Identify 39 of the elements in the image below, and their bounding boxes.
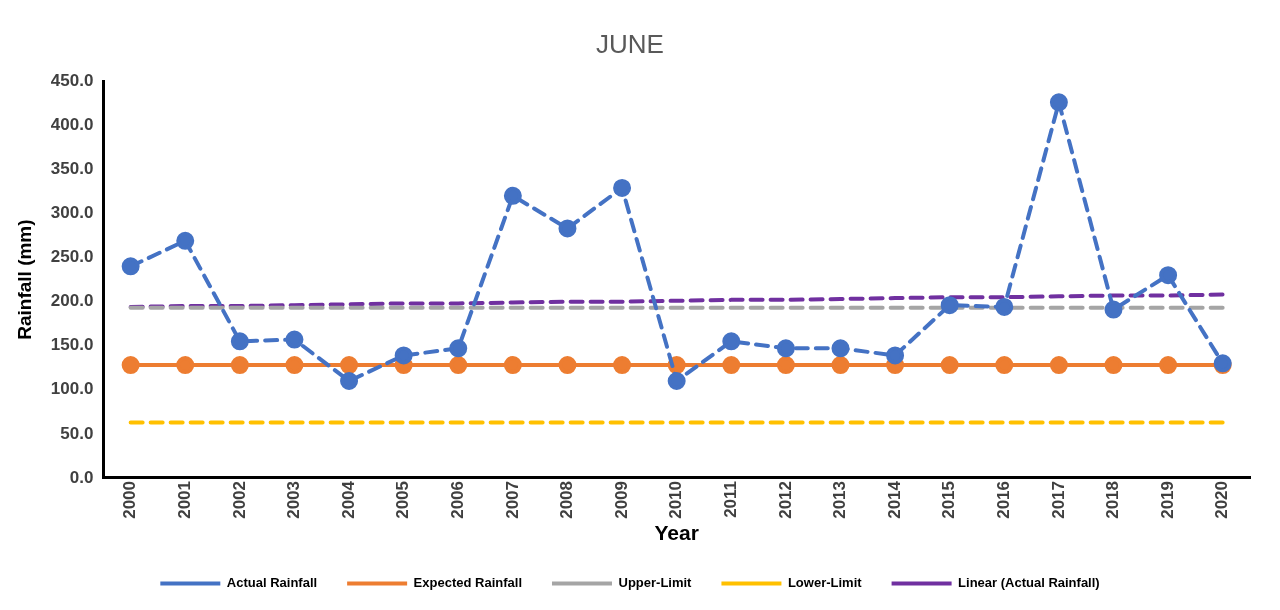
y-tick-label: 50.0 [60, 423, 94, 443]
x-tick-label: 2014 [884, 480, 904, 519]
legend-label: Linear (Actual Rainfall) [958, 575, 1100, 591]
x-tick-label: 2003 [284, 480, 304, 519]
legend-label: Lower-Limit [787, 575, 863, 591]
y-tick-label: 0.0 [69, 467, 94, 487]
legend-label: Actual Rainfall [226, 575, 318, 591]
x-axis-title: Year [654, 521, 699, 545]
x-tick-label: 2018 [1103, 480, 1123, 519]
y-tick-label: 350.0 [50, 159, 94, 179]
legend-label: Upper-Limit [618, 575, 693, 591]
x-tick-label: 2007 [502, 480, 522, 519]
y-tick-label: 450.0 [50, 70, 94, 90]
x-tick-label: 2002 [229, 480, 249, 519]
x-tick-label: 2006 [447, 480, 467, 519]
x-tick-label: 2010 [666, 480, 686, 519]
x-tick-label: 2020 [1212, 480, 1232, 519]
y-tick-label: 200.0 [50, 291, 94, 311]
y-tick-label: 400.0 [50, 114, 94, 134]
x-tick-label: 2000 [120, 480, 140, 519]
x-tick-label: 2016 [993, 480, 1013, 519]
x-tick-label: 2017 [1048, 480, 1068, 519]
x-tick-label: 2009 [611, 480, 631, 519]
y-tick-label: 250.0 [50, 247, 94, 267]
y-tick-label: 150.0 [50, 335, 94, 355]
y-axis-title: Rainfall (mm) [13, 219, 35, 340]
x-tick-label: 2015 [939, 480, 959, 519]
legend-label: Expected Rainfall [413, 575, 522, 591]
x-tick-label: 2004 [338, 480, 358, 519]
chart-title: JUNE [596, 28, 664, 59]
x-tick-label: 2001 [174, 480, 194, 519]
x-tick-label: 2011 [720, 480, 740, 518]
x-tick-label: 2019 [1157, 480, 1177, 519]
x-tick-label: 2013 [830, 480, 850, 519]
y-tick-label: 300.0 [50, 203, 94, 223]
x-tick-label: 2012 [775, 480, 795, 519]
y-tick-label: 100.0 [50, 379, 94, 399]
x-tick-label: 2005 [393, 480, 413, 519]
x-tick-label: 2008 [557, 480, 577, 519]
